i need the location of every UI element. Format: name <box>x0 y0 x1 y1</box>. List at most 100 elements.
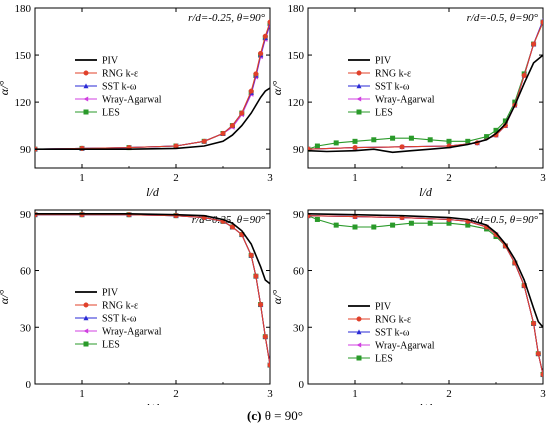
y-tick-label: 60 <box>20 266 32 278</box>
y-tick-label: 150 <box>288 50 305 62</box>
legend-label: LES <box>375 108 393 119</box>
legend-label: SST k-ω <box>375 328 410 339</box>
legend: PIV RNG k-ε SST k-ω Wray-Agarwal LES <box>348 56 435 119</box>
legend-marker <box>356 355 362 361</box>
legend-label: LES <box>375 354 393 365</box>
data-point <box>239 110 245 116</box>
legend-label: Wray-Agarwal <box>375 95 435 106</box>
y-axis-label: α/° <box>0 81 11 96</box>
legend-marker <box>356 329 362 335</box>
legend-label: Wray-Agarwal <box>375 341 435 352</box>
x-tick-label: 2 <box>173 172 179 184</box>
data-point <box>333 140 339 146</box>
legend-label: RNG k-ε <box>102 69 138 80</box>
legend: PIV RNG k-ε SST k-ω Wray-Agarwal LES <box>75 288 162 351</box>
plot-frame <box>34 7 271 169</box>
series-line-rngk <box>35 214 270 366</box>
panel-title: r/d=-0.5, θ=90° <box>467 12 539 24</box>
caption-text: θ = 90° <box>264 408 303 423</box>
legend: PIV RNG k-ε SST k-ω Wray-Agarwal LES <box>348 302 435 365</box>
data-point <box>408 135 414 141</box>
plot-frame <box>307 7 544 169</box>
series-line-sstk <box>308 20 543 150</box>
x-tick-label: 2 <box>446 388 452 400</box>
legend-label: PIV <box>375 302 392 313</box>
data-point <box>248 88 254 94</box>
data-point <box>262 334 268 340</box>
chart-panel-2: 1 2 3 90 120 150 180 l/d α/° r/d=-0.5, θ=90° PIV RN… <box>270 3 546 199</box>
data-point <box>427 137 433 143</box>
data-point <box>229 224 235 230</box>
series-line-piv <box>308 213 543 328</box>
data-point <box>540 372 543 378</box>
series-line-wrayagarwal <box>35 214 270 364</box>
legend-label: SST k-ω <box>102 82 137 93</box>
figure-caption: (c) θ = 90° <box>0 408 550 424</box>
y-tick-label: 120 <box>288 97 305 109</box>
x-tick-label: 2 <box>446 172 452 184</box>
series-line-les <box>308 21 543 150</box>
data-point <box>465 138 471 144</box>
y-tick-label: 0 <box>26 379 32 391</box>
panel-title: r/d=0.5, θ=90° <box>470 214 538 226</box>
data-point <box>399 144 405 150</box>
x-axis-label: l/d <box>419 185 433 199</box>
series-group <box>308 17 543 154</box>
legend-label: RNG k-ε <box>102 301 138 312</box>
data-point <box>390 222 396 228</box>
x-tick-label: 2 <box>173 388 179 400</box>
data-point <box>258 302 264 308</box>
legend-label: PIV <box>375 56 392 67</box>
data-point <box>531 41 537 47</box>
data-point <box>521 72 527 78</box>
data-point <box>352 145 358 151</box>
y-tick-label: 30 <box>20 322 32 334</box>
legend-label: PIV <box>102 56 119 67</box>
legend-marker <box>83 315 89 321</box>
series-line-piv <box>35 213 270 285</box>
legend-marker <box>83 96 89 102</box>
legend-label: RNG k-ε <box>375 69 411 80</box>
legend-marker <box>83 70 89 76</box>
plot-frame <box>307 209 544 385</box>
y-axis-label: α/° <box>270 81 284 96</box>
series-line-les <box>35 23 270 150</box>
y-tick-label: 90 <box>293 144 305 156</box>
x-tick-label: 1 <box>352 388 358 400</box>
y-tick-label: 150 <box>15 50 32 62</box>
y-tick-label: 30 <box>293 322 305 334</box>
legend-label: SST k-ω <box>375 82 410 93</box>
series-group <box>308 213 543 378</box>
legend-label: LES <box>102 340 120 351</box>
data-point <box>540 19 543 25</box>
series-line-wrayagarwal <box>308 20 543 150</box>
data-point <box>220 130 226 136</box>
x-axis-label: l/d <box>146 185 160 199</box>
legend-label: LES <box>102 108 120 119</box>
legend-marker <box>356 316 362 322</box>
x-tick-label: 3 <box>267 172 273 184</box>
y-axis-label: α/° <box>0 290 11 305</box>
panel-title: r/d=-0.25, θ=90° <box>188 12 265 24</box>
x-tick-label: 1 <box>79 172 85 184</box>
x-tick-label: 3 <box>540 172 546 184</box>
x-axis-label: l/d <box>419 401 433 405</box>
series-line-rngk <box>35 21 270 150</box>
chart-panel-1: 1 2 3 90 120 150 180 l/d α/° r/d=-0.25, θ=90° PIV R… <box>0 3 273 199</box>
data-point <box>258 50 264 56</box>
series-line-rngk <box>308 21 543 150</box>
y-tick-label: 120 <box>15 97 32 109</box>
legend-marker <box>83 302 89 308</box>
series-group <box>35 212 270 368</box>
y-tick-label: 0 <box>299 379 305 391</box>
data-point <box>333 222 339 228</box>
series-line-les <box>35 214 270 366</box>
x-tick-label: 3 <box>267 388 273 400</box>
data-point <box>229 123 235 129</box>
y-tick-label: 90 <box>20 209 32 221</box>
data-point <box>408 220 414 226</box>
series-line-wrayagarwal <box>35 25 270 150</box>
data-point <box>201 138 207 144</box>
